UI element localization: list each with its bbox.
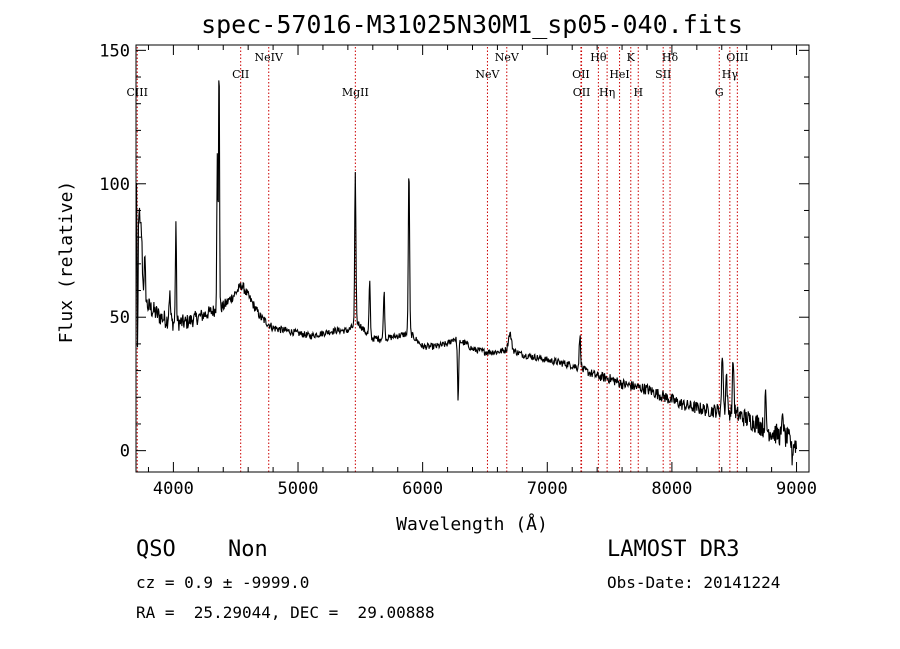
x-tick-label: 7000 xyxy=(527,479,568,499)
spectrum-line xyxy=(135,80,798,466)
spectral-line-label: HeI xyxy=(609,68,629,81)
y-axis-label: Flux (relative) xyxy=(56,181,77,344)
x-tick-label: 8000 xyxy=(651,479,692,499)
spectral-line-label: OII xyxy=(572,68,590,81)
spectral-line-label: Hγ xyxy=(722,68,739,81)
spectral-line-label: NeIV xyxy=(255,51,284,64)
spectral-line-label: Hδ xyxy=(662,51,679,64)
y-tick-label: 150 xyxy=(99,41,130,61)
spectrum-chart: spec-57016-M31025N30M1_sp05-040.fits CII… xyxy=(56,10,817,535)
spectral-line-label: MgII xyxy=(342,86,369,99)
spectral-line-label: H xyxy=(633,86,643,99)
survey-name: LAMOST DR3 xyxy=(607,537,740,562)
spectral-line-label: Hθ xyxy=(590,51,607,64)
x-tick-label: 9000 xyxy=(776,479,817,499)
x-tick-label: 4000 xyxy=(153,479,194,499)
x-tick-label: 5000 xyxy=(278,479,319,499)
redshift-cz: cz = 0.9 ± -9999.0 xyxy=(136,573,310,592)
object-subclass: Non xyxy=(228,537,268,562)
observation-date: Obs-Date: 20141224 xyxy=(607,573,781,592)
x-axis-label: Wavelength (Å) xyxy=(396,513,548,535)
coordinates: RA = 25.29044, DEC = 29.00888 xyxy=(136,603,435,622)
spectral-line-label: Hη xyxy=(599,86,615,99)
spectral-line-label: CII xyxy=(232,68,249,81)
object-class: QSO xyxy=(136,537,176,562)
spectral-line-label: OII xyxy=(573,86,591,99)
spectral-line-label: NeV xyxy=(475,68,500,81)
y-tick-label: 100 xyxy=(99,175,130,195)
spectral-line-label: SII xyxy=(655,68,671,81)
spectral-line-label: OIII xyxy=(726,51,748,64)
y-tick-label: 50 xyxy=(110,308,130,328)
x-tick-label: 6000 xyxy=(402,479,443,499)
y-tick-label: 0 xyxy=(120,442,130,462)
spectral-line-label: K xyxy=(627,51,636,64)
spectral-line-label: NeV xyxy=(495,51,520,64)
spectral-line-label: G xyxy=(715,86,724,99)
chart-title: spec-57016-M31025N30M1_sp05-040.fits xyxy=(201,10,743,39)
spectral-line-label: CIII xyxy=(127,86,148,99)
